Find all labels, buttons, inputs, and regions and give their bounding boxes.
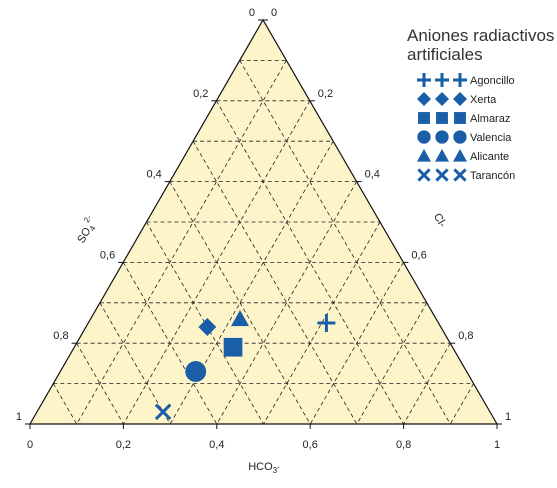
data-point-tarancon xyxy=(154,403,172,421)
legend-marker xyxy=(417,149,431,162)
grid-line xyxy=(216,181,357,425)
legend-marker xyxy=(436,112,448,124)
legend-marker xyxy=(435,149,449,162)
legend-marker xyxy=(453,149,467,162)
data-point-valencia xyxy=(185,361,207,382)
legend-item-alicante: Alicante xyxy=(417,149,509,163)
legend-label: Tarancón xyxy=(470,170,515,182)
grid-line xyxy=(239,60,451,425)
legend-marker xyxy=(417,168,431,182)
legend-marker xyxy=(417,92,431,106)
legend-item-almaraz: Almaraz xyxy=(418,112,510,125)
grid-line xyxy=(76,342,124,425)
legend-marker xyxy=(435,130,449,144)
grid-line xyxy=(356,302,428,425)
legend-marker xyxy=(435,92,449,106)
legend-marker xyxy=(435,168,449,182)
legend-item-xerta: Xerta xyxy=(417,92,497,106)
grid-line xyxy=(169,181,311,425)
legend: Aniones radiactivos artificiales Agoncil… xyxy=(407,26,554,182)
data-point-almaraz xyxy=(223,337,243,357)
tick-label-bottom: 0,2 xyxy=(116,439,131,451)
tick-label-left: 0,2 xyxy=(193,88,208,100)
legend-item-valencia: Valencia xyxy=(417,130,512,144)
data-point-agoncillo xyxy=(317,314,336,332)
tick-label-right: 1 xyxy=(505,411,511,423)
triangle-outline xyxy=(28,18,499,425)
legend-item-tarancon: Tarancón xyxy=(417,168,515,182)
grid-line xyxy=(309,262,404,425)
grid-line xyxy=(403,343,451,425)
grid-line xyxy=(146,221,264,425)
tick-label-left: 0,6 xyxy=(100,249,115,261)
data-point-xerta xyxy=(198,318,217,337)
tick-label-right: 0,6 xyxy=(411,249,426,261)
grid-line xyxy=(122,262,218,425)
legend-marker xyxy=(453,130,467,144)
axis-label-so4: SO42- xyxy=(72,213,101,246)
tick-label-bottom: 0,4 xyxy=(209,439,224,451)
legend-marker xyxy=(453,168,467,182)
axis-label-cl: Cl- xyxy=(431,211,449,229)
legend-marker xyxy=(418,112,430,124)
legend-label: Valencia xyxy=(470,132,512,144)
legend-marker xyxy=(435,73,449,87)
legend-marker xyxy=(453,73,467,87)
grid-line xyxy=(263,221,381,425)
legend-title-line1: Aniones radiactivos xyxy=(407,26,554,45)
tick-label-right: 0,2 xyxy=(318,88,333,100)
legend-marker xyxy=(453,92,467,106)
legend-label: Almaraz xyxy=(470,113,510,125)
grid-line xyxy=(99,302,171,425)
axis-label-hco3: HCO3- xyxy=(248,461,280,475)
tick-label-left: 0 xyxy=(249,7,255,19)
grid-line xyxy=(123,100,311,425)
legend-label: Xerta xyxy=(470,94,497,106)
legend-label: Agoncillo xyxy=(470,75,515,87)
grid-line xyxy=(192,140,358,425)
tick-label-bottom: 1 xyxy=(494,439,500,451)
grid-line xyxy=(52,383,78,425)
legend-item-agoncillo: Agoncillo xyxy=(417,73,515,87)
tick-label-right: 0,4 xyxy=(365,169,380,181)
legend-title-line2: artificiales xyxy=(407,45,483,64)
legend-marker xyxy=(454,112,466,124)
triangle-background xyxy=(30,20,497,424)
data-point-alicante xyxy=(231,309,250,327)
tick-label-left: 1 xyxy=(16,411,22,423)
legend-marker xyxy=(417,73,431,87)
legend-marker xyxy=(417,130,431,144)
tick-label-bottom: 0,8 xyxy=(396,439,411,451)
grid-line xyxy=(216,100,404,425)
tick-label-right: 0,8 xyxy=(458,330,473,342)
tick-label-bottom: 0,6 xyxy=(303,439,318,451)
tick-label-left: 0,4 xyxy=(147,169,162,181)
tick-label-bottom: 0 xyxy=(27,439,33,451)
grid-line xyxy=(169,141,334,425)
tick-label-left: 0,8 xyxy=(53,330,68,342)
tick-label-right: 0 xyxy=(271,7,277,19)
grid-line xyxy=(449,383,474,425)
legend-label: Alicante xyxy=(470,151,509,163)
